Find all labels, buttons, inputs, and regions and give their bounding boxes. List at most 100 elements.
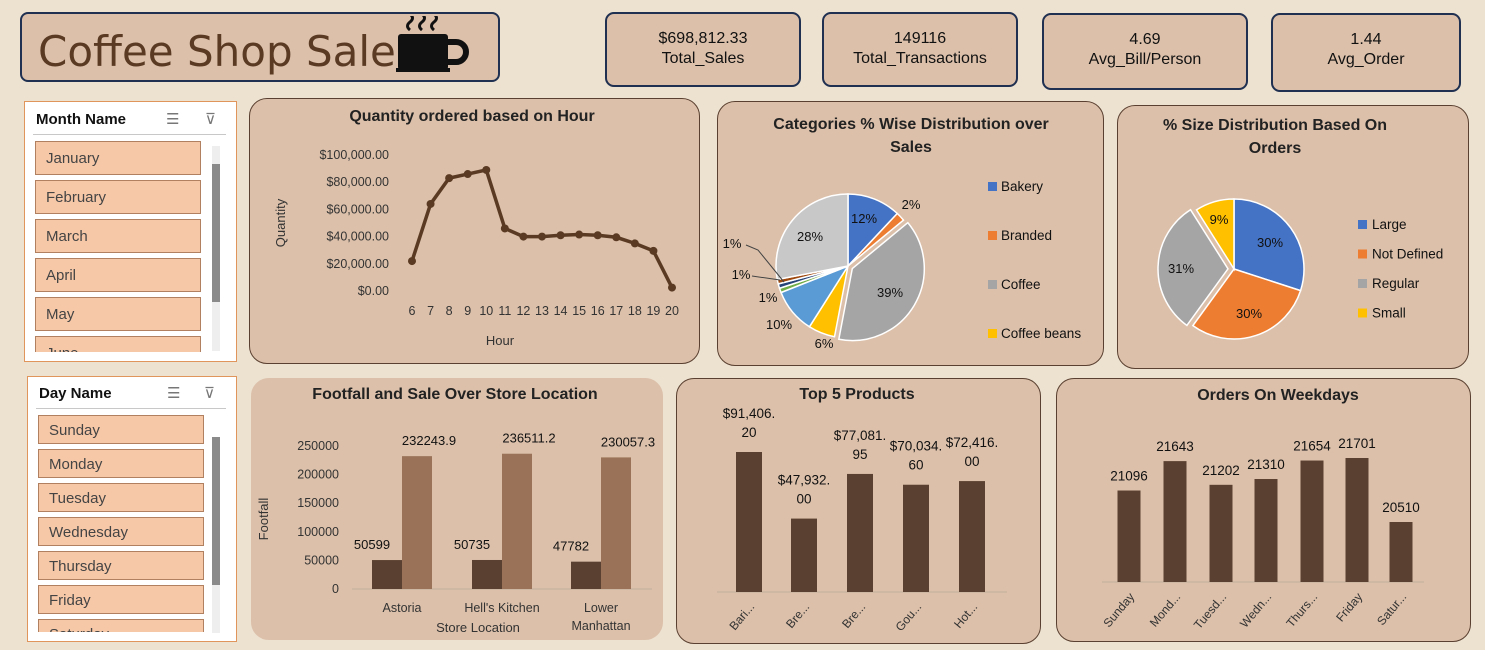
chart-title: Orders On Weekdays <box>1197 387 1359 404</box>
data-point <box>612 233 621 242</box>
slicer-divider <box>33 134 226 135</box>
data-label: $47,932. <box>778 473 831 488</box>
slicer-item-march[interactable]: March <box>35 219 201 253</box>
slicer-item-april[interactable]: April <box>35 258 201 292</box>
x-tick-label: 17 <box>609 304 623 318</box>
x-tick-label: 18 <box>628 304 642 318</box>
bar <box>571 561 601 589</box>
y-tick-label: 250000 <box>297 439 339 453</box>
slicer-item-june[interactable]: June <box>35 336 201 352</box>
pie-slice <box>1233 198 1305 292</box>
multi-select-icon[interactable]: ☰ <box>167 385 181 402</box>
clear-filter-icon[interactable]: ⊽ <box>205 111 216 128</box>
data-label: 232243.9 <box>402 433 456 448</box>
x-tick-label: 12 <box>516 304 530 318</box>
bar <box>847 473 873 592</box>
chart-title: Quantity ordered based on Hour <box>349 108 594 125</box>
pie-slice <box>1157 208 1229 327</box>
x-tick-label: Thurs... <box>1283 590 1320 630</box>
day-list: Sunday Monday Tuesday Wednesday Thursday… <box>38 415 204 632</box>
bar <box>736 452 762 592</box>
slicer-item-friday[interactable]: Friday <box>38 585 204 614</box>
bar <box>1117 490 1141 582</box>
data-label: 47782 <box>553 539 589 554</box>
x-tick-label: Bre... <box>783 600 812 631</box>
slicer-item-sunday[interactable]: Sunday <box>38 415 204 444</box>
slicer-item-january[interactable]: January <box>35 141 201 175</box>
data-point <box>519 232 528 241</box>
x-tick-label: Friday <box>1333 590 1365 625</box>
data-label: 21310 <box>1247 457 1285 472</box>
kpi-avg-order: 1.44 Avg_Order <box>1271 13 1461 92</box>
legend-swatch <box>988 329 997 338</box>
legend-swatch <box>1358 279 1367 288</box>
bar <box>1389 522 1413 582</box>
data-label: 1% <box>732 267 751 282</box>
data-label: 230057.3 <box>601 434 655 449</box>
kpi-value: 1.44 <box>1350 31 1382 48</box>
y-tick-label: $0.00 <box>358 284 389 298</box>
x-tick-label: 7 <box>427 304 434 318</box>
x-tick-label: 10 <box>479 304 493 318</box>
clear-filter-icon[interactable]: ⊽ <box>204 385 215 402</box>
hour-line-chart: Quantity ordered based on Hour $0.00 $20,0… <box>273 108 679 348</box>
slicer-item-tuesday[interactable]: Tuesday <box>38 483 204 512</box>
data-label: 95 <box>852 447 867 462</box>
legend-swatch <box>988 280 997 289</box>
scrollbar-thumb[interactable] <box>212 437 220 585</box>
products-chart-panel: Top 5 Products $91,406. 20 Bari... $47,932. 0… <box>676 378 1041 644</box>
data-point <box>630 239 639 248</box>
x-axis-label: Store Location <box>436 620 520 635</box>
category-pie-chart: Categories % Wise Distribution over Sales… <box>723 116 1082 351</box>
data-label: 12% <box>851 211 877 226</box>
data-point <box>556 231 565 240</box>
x-tick-label: Tuesd... <box>1191 590 1229 632</box>
pie-slice <box>1195 198 1235 272</box>
data-label: 21202 <box>1202 463 1240 478</box>
data-label: $70,034. <box>890 439 943 454</box>
size-pie-chart: % Size Distribution Based On Orders 30% 30%… <box>1157 117 1443 340</box>
data-label: 00 <box>796 492 811 507</box>
slicer-item-may[interactable]: May <box>35 297 201 331</box>
legend-swatch <box>988 231 997 240</box>
data-label: $77,081. <box>834 428 887 443</box>
kpi-label: Total_Sales <box>661 50 745 67</box>
data-point <box>593 231 602 240</box>
day-scrollbar[interactable] <box>212 437 220 633</box>
bar <box>1345 458 1369 582</box>
data-point <box>575 230 584 239</box>
x-tick-label: 14 <box>554 304 568 318</box>
data-label: 6% <box>815 336 834 351</box>
data-label: 00 <box>964 454 979 469</box>
slicer-item-february[interactable]: February <box>35 180 201 214</box>
slicer-item-thursday[interactable]: Thursday <box>38 551 204 580</box>
slicer-item-monday[interactable]: Monday <box>38 449 204 478</box>
data-label: 1% <box>723 236 742 251</box>
y-tick-label: $40,000.00 <box>326 230 389 244</box>
kpi-value: 4.69 <box>1129 31 1161 48</box>
data-label: 10% <box>766 317 792 332</box>
data-label: 21643 <box>1156 439 1194 454</box>
kpi-value: $698,812.33 <box>658 30 748 47</box>
weekday-chart-panel: Orders On Weekdays 21096 Sunday 21643 Mond..… <box>1056 378 1471 642</box>
y-tick-label: 0 <box>332 582 339 596</box>
legend-label: Bakery <box>1001 179 1043 194</box>
slicer-item-wednesday[interactable]: Wednesday <box>38 517 204 546</box>
x-tick-label: Satur... <box>1374 590 1409 628</box>
scrollbar-thumb[interactable] <box>212 164 220 302</box>
data-point <box>445 174 454 183</box>
x-axis-label: Hour <box>486 333 515 348</box>
legend-label: Coffee <box>1001 277 1041 292</box>
x-tick-label: Mond... <box>1147 590 1183 630</box>
legend-label: Small <box>1372 306 1406 321</box>
slicer-item-saturday[interactable]: Saturday <box>38 619 204 632</box>
data-label: 2% <box>902 197 921 212</box>
footfall-bar-chart: Footfall and Sale Over Store Location 0 50… <box>256 386 655 635</box>
chart-title: Top 5 Products <box>799 386 914 403</box>
month-scrollbar[interactable] <box>212 146 220 351</box>
x-tick-label: Hot... <box>951 600 980 631</box>
data-point <box>668 283 676 292</box>
multi-select-icon[interactable]: ☰ <box>166 111 180 128</box>
legend-label: Not Defined <box>1372 247 1443 262</box>
chart-title: Footfall and Sale Over Store Location <box>312 386 597 403</box>
